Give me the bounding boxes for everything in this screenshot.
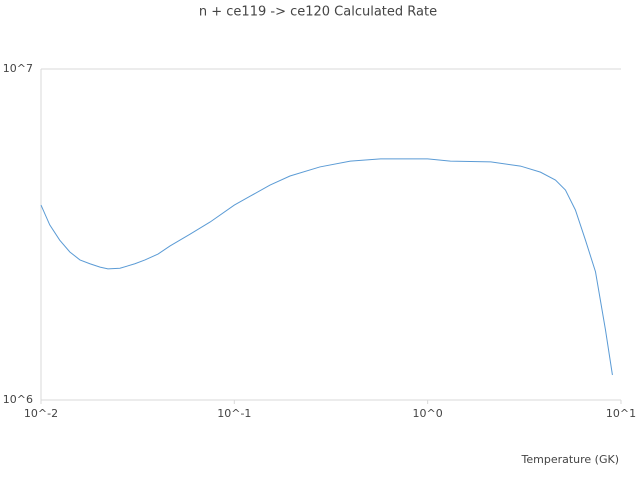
x-tick-label: 10^-1: [217, 407, 251, 420]
x-tick-label: 10^1: [606, 407, 636, 420]
x-tick-label: 10^0: [413, 407, 443, 420]
y-tick-label: 10^7: [3, 62, 33, 75]
y-tick-label: 10^6: [3, 393, 33, 406]
x-tick-label: 10^-2: [24, 407, 58, 420]
data-line: [40, 158, 613, 376]
x-axis-label: Temperature (GK): [521, 453, 620, 466]
chart-title: n + ce119 -> ce120 Calculated Rate: [199, 5, 437, 20]
